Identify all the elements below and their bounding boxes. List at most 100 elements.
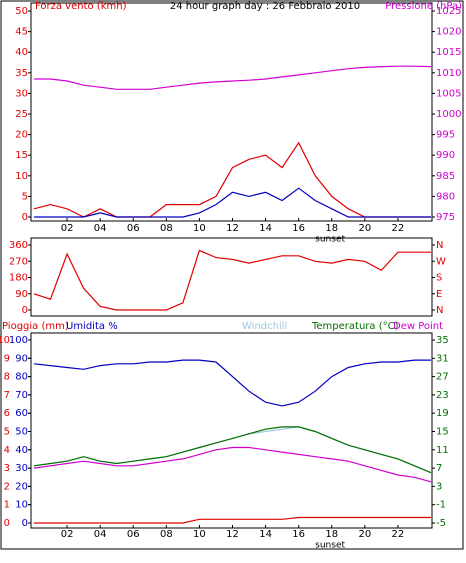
y2-tick-label: 1020 bbox=[436, 27, 461, 38]
series-line bbox=[34, 65, 432, 90]
x-tick-label: 18 bbox=[325, 529, 338, 540]
y2-tick-label: 1000 bbox=[436, 109, 461, 120]
annotation: sunset bbox=[315, 541, 345, 551]
y2-tick-label: N bbox=[436, 240, 443, 251]
y3-tick-label: 7 bbox=[4, 390, 10, 401]
y-tick-label: 90 bbox=[15, 289, 28, 300]
y2-tick-label: 985 bbox=[436, 171, 455, 182]
x-tick-label: 22 bbox=[392, 529, 405, 540]
legend-label: Windchill bbox=[242, 321, 287, 332]
x-tick-label: 08 bbox=[160, 529, 173, 540]
y2-tick-label: W bbox=[436, 256, 446, 267]
y2-tick-label: 995 bbox=[436, 130, 455, 141]
y-tick-label: 100 bbox=[9, 335, 28, 346]
x-tick-label: 16 bbox=[292, 529, 305, 540]
x-tick-label: 08 bbox=[160, 223, 173, 234]
y-tick-label: 10 bbox=[15, 171, 28, 182]
y2-axis-title: Pressione (hPa) bbox=[385, 1, 462, 12]
y3-tick-label: 3 bbox=[4, 463, 10, 474]
y-tick-label: 30 bbox=[15, 463, 28, 474]
legend-label: Umidita % bbox=[66, 321, 118, 332]
y-tick-label: 40 bbox=[15, 445, 28, 456]
y3-tick-label: 9 bbox=[4, 353, 10, 364]
y-axis-title: Forza vento (kmh) bbox=[35, 1, 127, 12]
y-tick-label: 20 bbox=[15, 130, 28, 141]
x-tick-label: 06 bbox=[127, 529, 140, 540]
x-tick-label: 02 bbox=[61, 223, 74, 234]
y2-tick-label: 1005 bbox=[436, 88, 461, 99]
x-tick-label: 16 bbox=[292, 223, 305, 234]
series-line bbox=[33, 426, 432, 474]
y2-tick-label: 3 bbox=[436, 481, 442, 492]
y-tick-label: 10 bbox=[15, 500, 28, 511]
x-tick-label: 10 bbox=[193, 529, 206, 540]
x-tick-label: 12 bbox=[226, 529, 239, 540]
y2-tick-label: 11 bbox=[436, 445, 449, 456]
y2-tick-label: -1 bbox=[436, 500, 446, 511]
y-tick-label: 45 bbox=[15, 27, 28, 38]
x-tick-label: 20 bbox=[358, 223, 371, 234]
y-tick-label: 270 bbox=[9, 256, 28, 267]
x-tick-label: 10 bbox=[193, 223, 206, 234]
series-line bbox=[34, 187, 431, 218]
y-tick-label: 15 bbox=[15, 150, 28, 161]
y-tick-label: 0 bbox=[22, 518, 28, 529]
y-tick-label: 360 bbox=[9, 240, 28, 251]
y-tick-label: 50 bbox=[15, 427, 28, 438]
y2-tick-label: 975 bbox=[436, 212, 455, 223]
y2-tick-label: 990 bbox=[436, 150, 455, 161]
plot-frame bbox=[30, 2, 433, 222]
x-tick-label: 04 bbox=[94, 223, 107, 234]
series-line bbox=[33, 249, 431, 311]
y-tick-label: 60 bbox=[15, 408, 28, 419]
x-tick-label: 04 bbox=[94, 529, 107, 540]
y-tick-label: 0 bbox=[22, 305, 28, 316]
y2-tick-label: 7 bbox=[436, 463, 442, 474]
y-tick-label: 50 bbox=[15, 6, 28, 17]
x-tick-label: 20 bbox=[358, 529, 371, 540]
y3-tick-label: 4 bbox=[4, 445, 10, 456]
plot-frame bbox=[30, 332, 433, 529]
legend-label: Temperatura (°C) bbox=[311, 321, 399, 332]
x-tick-label: 14 bbox=[259, 529, 272, 540]
series-line bbox=[33, 446, 432, 483]
y3-tick-label: 0 bbox=[4, 518, 10, 529]
legend-label: Dew Point bbox=[393, 321, 443, 332]
x-tick-label: 14 bbox=[259, 223, 272, 234]
plot-frame bbox=[30, 237, 433, 317]
y2-tick-label: N bbox=[436, 305, 443, 316]
series-line bbox=[34, 516, 431, 524]
y3-tick-label: 2 bbox=[4, 481, 10, 492]
y3-tick-label: 1 bbox=[4, 500, 10, 511]
y2-tick-label: 27 bbox=[436, 372, 449, 383]
y2-tick-label: 19 bbox=[436, 408, 449, 419]
y-tick-label: 30 bbox=[15, 88, 28, 99]
y2-tick-label: 35 bbox=[436, 335, 449, 346]
y-tick-label: 40 bbox=[15, 47, 28, 58]
x-tick-label: 18 bbox=[325, 223, 338, 234]
y3-tick-label: 6 bbox=[4, 408, 10, 419]
y-tick-label: 90 bbox=[15, 353, 28, 364]
y-tick-label: 5 bbox=[22, 191, 28, 202]
x-tick-label: 12 bbox=[226, 223, 239, 234]
series-line bbox=[33, 359, 431, 407]
y2-tick-label: -5 bbox=[436, 518, 446, 529]
y-tick-label: 20 bbox=[15, 481, 28, 492]
y3-tick-label: 5 bbox=[4, 427, 10, 438]
y2-tick-label: E bbox=[436, 289, 442, 300]
x-tick-label: 02 bbox=[61, 529, 74, 540]
legend-label: Pioggia (mm) bbox=[2, 321, 69, 332]
annotation: sunset bbox=[315, 235, 345, 245]
y3-tick-label: 8 bbox=[4, 372, 10, 383]
x-tick-label: 22 bbox=[392, 223, 405, 234]
chart-title: 24 hour graph day : 26 Febbraio 2010 bbox=[170, 1, 360, 12]
series-line bbox=[33, 141, 431, 218]
y-tick-label: 0 bbox=[22, 212, 28, 223]
y2-tick-label: 1010 bbox=[436, 68, 461, 79]
y2-tick-label: 31 bbox=[436, 353, 449, 364]
frame bbox=[0, 0, 464, 550]
x-tick-label: 06 bbox=[127, 223, 140, 234]
y-tick-label: 70 bbox=[15, 390, 28, 401]
series-line bbox=[33, 426, 432, 474]
